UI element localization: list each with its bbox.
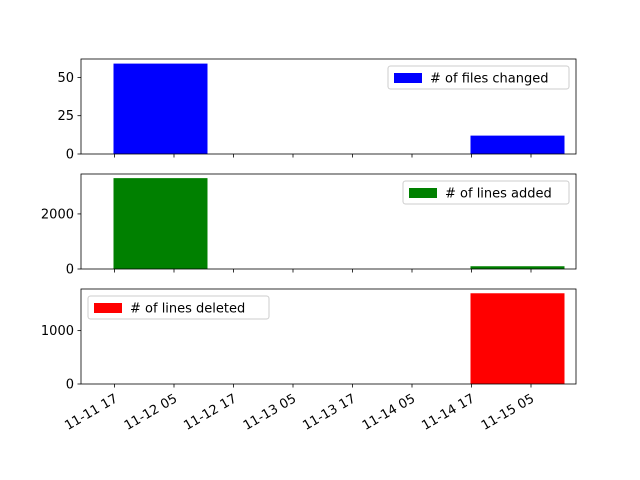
legend-swatch (394, 73, 422, 83)
legend: # of files changed (387, 65, 570, 90)
axes-frame (80, 288, 577, 385)
legend-label: # of lines deleted (130, 302, 245, 317)
y-tick-label: 0 (66, 378, 74, 393)
bar (113, 63, 208, 155)
legend-label: # of files changed (430, 72, 549, 87)
legend-box (402, 180, 570, 205)
bar (470, 135, 565, 154)
y-tick-label: 0 (66, 263, 74, 278)
subplot-1: 0 25 50 # of files changed (57, 58, 577, 163)
legend-box (387, 65, 570, 90)
bar (470, 266, 565, 269)
y-tick-label: 25 (57, 109, 74, 124)
y-tick-label: 2000 (41, 207, 74, 222)
axes-frame (80, 173, 577, 270)
bar (113, 178, 208, 269)
y-tick-label: 1000 (41, 324, 74, 339)
legend: # of lines deleted (87, 295, 270, 320)
subplot-3: 0 1000 # of lines deleted (41, 288, 577, 393)
y-tick-label: 0 (66, 148, 74, 163)
legend-swatch (409, 188, 437, 198)
bar (470, 293, 565, 384)
y-tick-label: 50 (57, 71, 74, 86)
legend-box (87, 295, 270, 320)
legend: # of lines added (402, 180, 570, 205)
subplot-2: 0 2000 # of lines added (41, 173, 577, 278)
legend-label: # of lines added (445, 187, 552, 202)
legend-swatch (94, 303, 122, 313)
axes-frame (80, 58, 577, 155)
